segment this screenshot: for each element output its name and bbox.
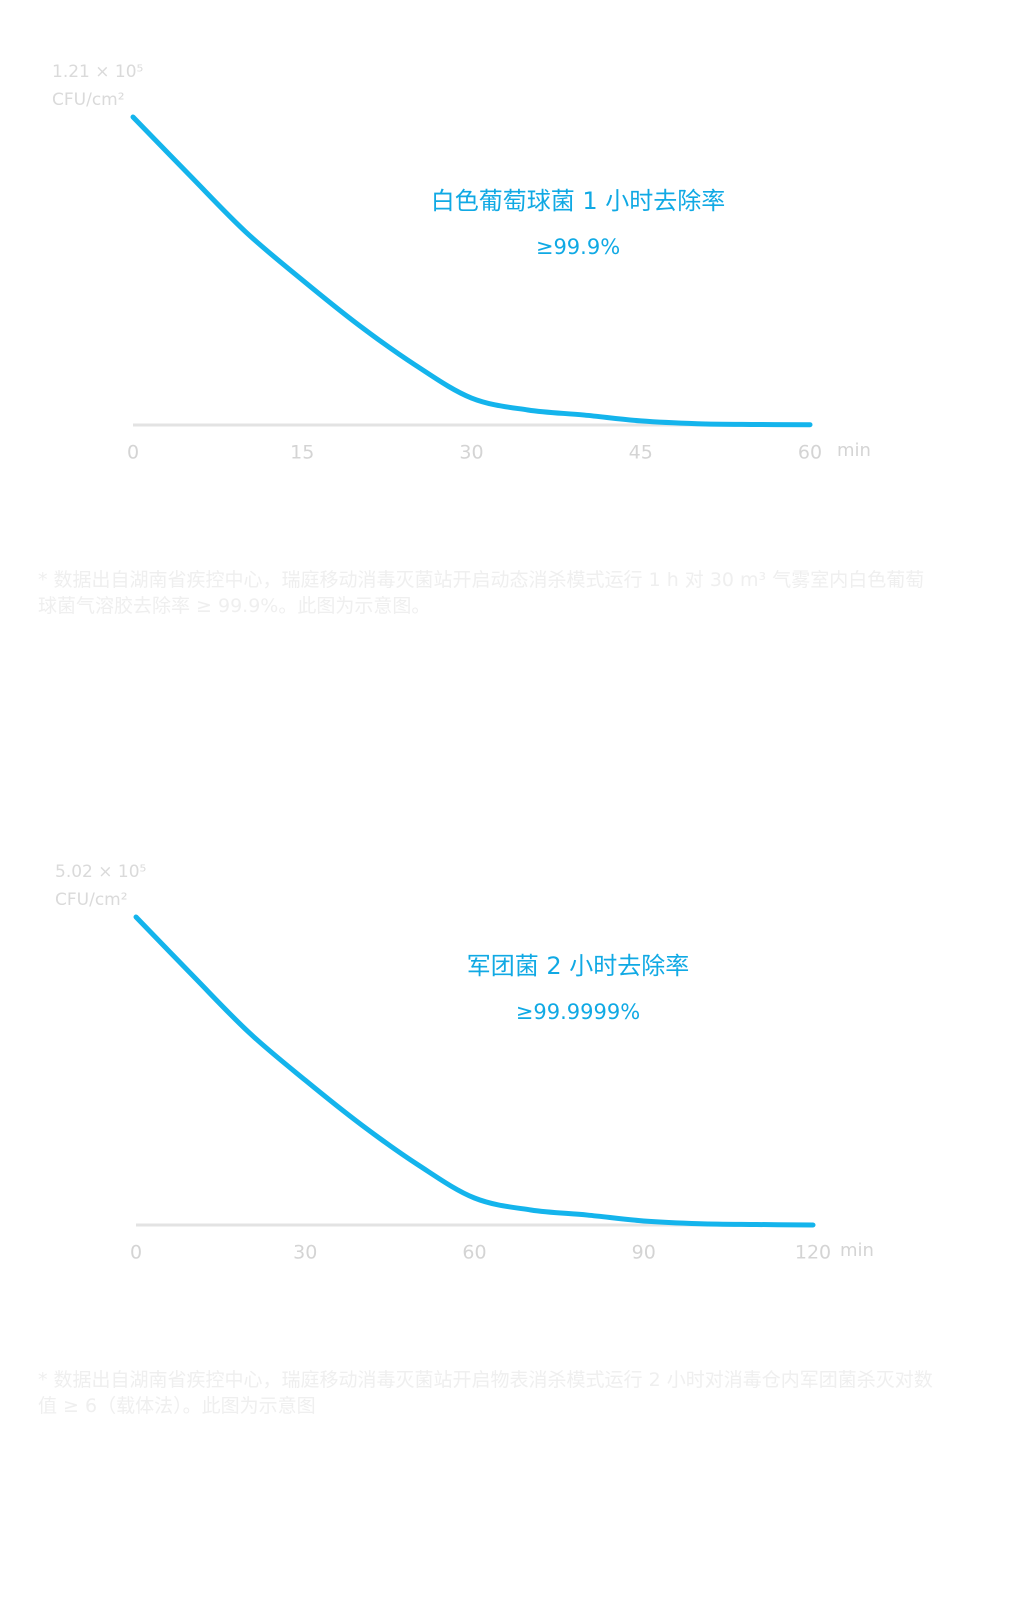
y-tick-label: 1.21 × 10⁵ bbox=[52, 62, 143, 82]
x-tick-label: 0 bbox=[130, 1242, 142, 1264]
chart: 0 15 30 45 60 min 1.21 × 10⁵ CFU/cm² 白色葡萄球菌 1 小时… bbox=[52, 62, 871, 464]
line bbox=[133, 914, 816, 1228]
x-unit: min bbox=[837, 440, 871, 461]
x-tick-label: 30 bbox=[459, 442, 483, 464]
annotation-value: ≥99.9999% bbox=[516, 1000, 640, 1024]
line bbox=[130, 114, 813, 428]
y-axis-label: CFU/cm² bbox=[55, 890, 128, 910]
footnote: * 数据出自湖南省疾控中心，瑞庭移动消毒灭菌站开启物表消杀模式运行 2 小时对消… bbox=[38, 1369, 933, 1417]
x-unit: min bbox=[840, 1240, 874, 1261]
y-axis-label: CFU/cm² bbox=[52, 90, 125, 110]
annotation-value: ≥99.9% bbox=[536, 235, 620, 259]
x-tick-label: 60 bbox=[798, 442, 822, 464]
annotation: 军团菌 2 小时去除率 bbox=[467, 952, 690, 980]
x-tick-label: 0 bbox=[127, 442, 139, 464]
x-tick-label: 90 bbox=[632, 1242, 656, 1264]
annotation: 白色葡萄球菌 1 小时去除率 bbox=[431, 187, 726, 215]
x-tick-label: 45 bbox=[629, 442, 653, 464]
y-tick-label: 5.02 × 10⁵ bbox=[55, 862, 146, 882]
chart: 0 30 60 90 120 min 5.02 × 10⁵ CFU/cm² 军团菌 2 小时去除… bbox=[55, 862, 874, 1264]
footnote: * 数据出自湖南省疾控中心，瑞庭移动消毒灭菌站开启动态消杀模式运行 1 h 对 … bbox=[38, 569, 925, 617]
x-tick-label: 15 bbox=[290, 442, 314, 464]
x-tick-label: 60 bbox=[462, 1242, 486, 1264]
x-tick-label: 120 bbox=[795, 1242, 831, 1264]
x-tick-label: 30 bbox=[293, 1242, 317, 1264]
